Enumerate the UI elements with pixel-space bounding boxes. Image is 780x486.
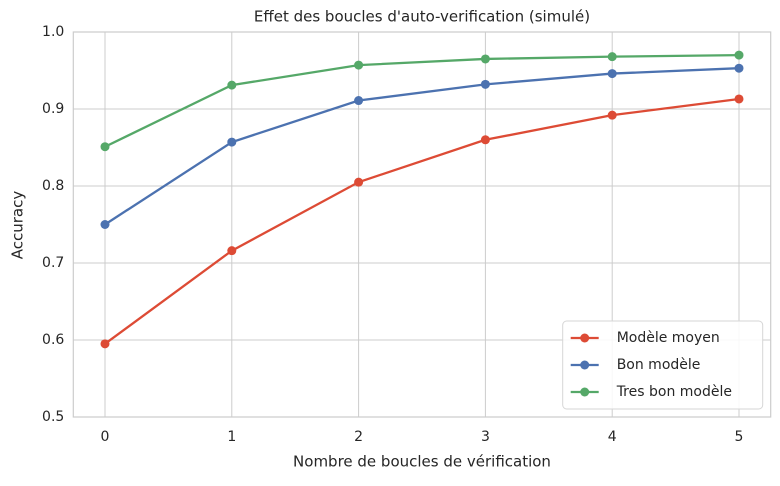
point [607,52,617,62]
chart-title: Effet des boucles d'auto-verification (s… [254,8,590,26]
series-line [104,67,740,226]
x-tick-label: 1 [227,429,236,445]
x-tick-label: 5 [735,429,744,445]
y-tick-label: 0.6 [42,332,64,348]
x-axis-label: Nombre de boucles de vérification [293,453,551,471]
point [480,135,490,145]
point [227,80,237,90]
legend-marker [580,360,590,370]
legend-marker [580,387,590,397]
point [734,63,744,73]
plot-frame [72,31,772,418]
legend: Modèle moyen Bon modèle Tres bon modèle [562,320,764,410]
point [100,339,110,349]
legend-label: Modèle moyen [617,330,720,346]
y-tick-label: 0.8 [42,178,64,194]
series-line [104,97,740,345]
point [227,246,237,256]
y-tick-label: 0.5 [42,409,64,425]
point [100,142,110,152]
point [354,96,364,106]
legend-label: Bon modèle [617,357,701,373]
y-tick-label: 0.9 [42,101,64,117]
legend-marker [580,333,590,343]
point [354,177,364,187]
point [354,60,364,70]
y-axis-label: Accuracy [9,191,27,260]
legend-box [562,320,764,410]
legend-label: Tres bon modèle [616,384,732,400]
point [734,50,744,60]
point [607,110,617,120]
y-tick-label: 1.0 [42,24,64,40]
point [734,94,744,104]
series-line [104,53,740,148]
x-tick-label: 0 [101,429,110,445]
point [607,69,617,79]
x-tick-label: 2 [354,429,363,445]
point [100,220,110,229]
x-tick-label: 3 [481,429,490,445]
y-tick-label: 0.7 [42,255,64,271]
point [480,54,490,64]
x-tick-label: 4 [608,429,617,445]
point [227,137,237,147]
point [480,79,490,89]
